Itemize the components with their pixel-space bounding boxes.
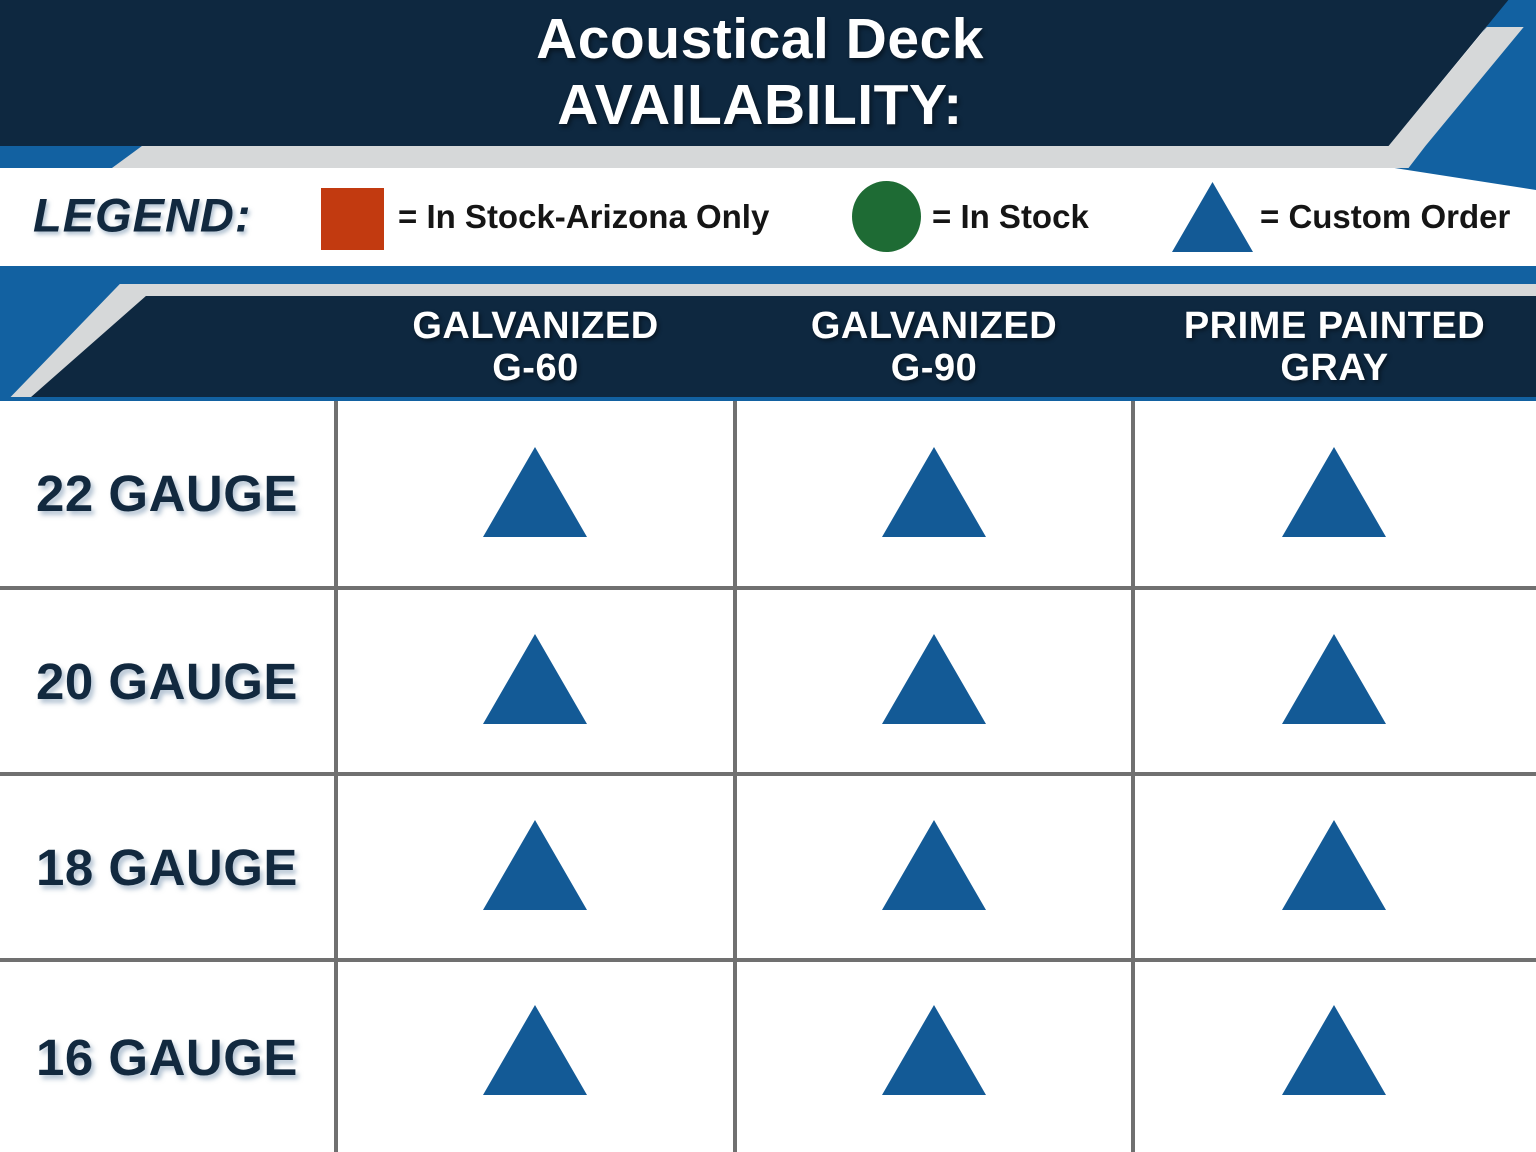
custom-order-triangle-icon <box>882 820 986 910</box>
legend-item-instock-label: = In Stock <box>932 198 1089 235</box>
column-header-line: GALVANIZED <box>412 304 659 347</box>
column-header-line: GRAY <box>1280 346 1389 389</box>
row-label-18-gauge: 18 GAUGE <box>36 838 298 896</box>
table-header: GALVANIZED G-60 GALVANIZED G-90 PRIME PA… <box>0 284 1536 401</box>
custom-order-triangle-icon <box>882 1005 986 1095</box>
table-header-bottom-rule <box>0 397 1536 401</box>
column-header-galvanized-g90: GALVANIZED G-90 <box>735 296 1133 397</box>
table-header-navy-band <box>13 284 1536 397</box>
custom-order-triangle-icon <box>882 634 986 724</box>
custom-order-triangle-icon <box>1282 447 1386 537</box>
corner-accent-right <box>1389 0 1536 190</box>
grid-vertical-line <box>733 401 737 1152</box>
legend: LEGEND: = In Stock-Arizona Only = In Sto… <box>0 168 1536 266</box>
corner-accent-left <box>0 146 142 168</box>
custom-order-triangle-icon <box>483 1005 587 1095</box>
header-banner: Acoustical Deck AVAILABILITY: <box>0 0 1536 190</box>
row-label-22-gauge: 22 GAUGE <box>36 465 298 522</box>
column-header-prime-painted-gray: PRIME PAINTED GRAY <box>1133 296 1536 397</box>
legend-label: LEGEND: <box>33 188 252 242</box>
custom-order-triangle-icon <box>483 634 587 724</box>
custom-order-triangle-icon <box>882 447 986 537</box>
grid-horizontal-line <box>0 586 1536 590</box>
custom-order-triangle-icon <box>1172 182 1253 252</box>
in-stock-arizona-square-icon <box>321 188 384 250</box>
custom-order-triangle-icon <box>483 820 587 910</box>
grid-vertical-line <box>334 401 338 1152</box>
column-header-line: GALVANIZED <box>810 304 1058 347</box>
column-header-line: G-90 <box>890 346 978 389</box>
in-stock-circle-icon <box>852 181 921 252</box>
legend-item-arizona-label: = In Stock-Arizona Only <box>398 198 770 235</box>
grid-vertical-line <box>1131 401 1135 1152</box>
custom-order-triangle-icon <box>1282 820 1386 910</box>
page-title: Acoustical Deck AVAILABILITY: <box>0 6 1520 138</box>
custom-order-triangle-icon <box>483 447 587 537</box>
title-line-1: Acoustical Deck <box>536 7 984 71</box>
row-label-20-gauge: 20 GAUGE <box>36 652 298 710</box>
divider-band <box>0 266 1536 284</box>
custom-order-triangle-icon <box>1282 1005 1386 1095</box>
title-line-2: AVAILABILITY: <box>557 73 963 137</box>
legend-item-custom-label: = Custom Order <box>1260 198 1511 235</box>
column-header-line: G-60 <box>492 346 579 389</box>
custom-order-triangle-icon <box>1282 634 1386 724</box>
grid-horizontal-line <box>0 772 1536 776</box>
column-header-galvanized-g60: GALVANIZED G-60 <box>336 296 735 397</box>
row-label-16-gauge: 16 GAUGE <box>36 1028 298 1086</box>
grid-horizontal-line <box>0 958 1536 962</box>
diagonal-stripe-top <box>112 27 1524 168</box>
header-navy-band <box>0 0 1509 146</box>
column-header-line: PRIME PAINTED <box>1183 304 1486 347</box>
